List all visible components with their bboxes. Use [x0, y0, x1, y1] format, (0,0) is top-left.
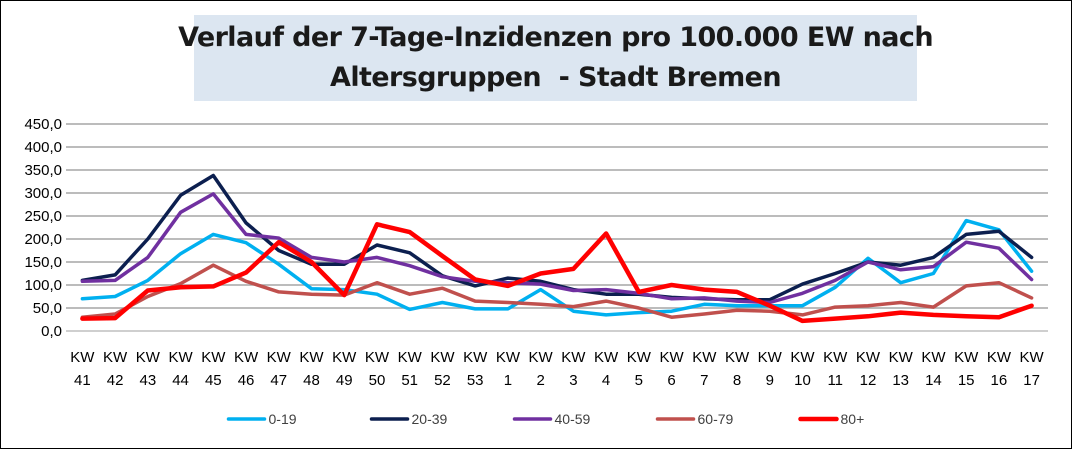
x-tick-label: KW — [659, 349, 684, 366]
legend-label: 20-39 — [412, 411, 448, 427]
x-tick-label: KW — [692, 349, 717, 366]
x-tick-label: 3 — [569, 372, 577, 389]
y-tick-label: 300,0 — [24, 185, 62, 202]
x-tick-label: KW — [594, 349, 619, 366]
x-tick-label: KW — [299, 349, 324, 366]
x-tick-label: KW — [758, 349, 783, 366]
x-tick-label: 48 — [303, 372, 320, 389]
x-tick-label: 52 — [434, 372, 451, 389]
series-line-40-59 — [80, 192, 1034, 305]
x-tick-label: 7 — [700, 372, 708, 389]
y-tick-label: 350,0 — [24, 162, 62, 179]
x-tick-label: KW — [267, 349, 292, 366]
x-tick-label: 10 — [794, 372, 811, 389]
x-tick-label: KW — [921, 349, 946, 366]
x-tick-label: KW — [103, 349, 128, 366]
y-tick-label: 100,0 — [24, 277, 62, 294]
x-tick-label: KW — [201, 349, 226, 366]
x-tick-label: 16 — [991, 372, 1008, 389]
x-tick-label: KW — [856, 349, 881, 366]
x-tick-label: 47 — [270, 372, 287, 389]
series-line-80+ — [80, 222, 1034, 324]
x-tick-label: KW — [234, 349, 259, 366]
x-tick-label: KW — [430, 349, 455, 366]
x-tick-label: 50 — [369, 372, 386, 389]
chart-title: Verlauf der 7-Tage-Inzidenzen pro 100.00… — [178, 15, 934, 101]
x-tick-label: KW — [987, 349, 1012, 366]
x-tick-label: KW — [790, 349, 815, 366]
x-tick-label: KW — [168, 349, 193, 366]
x-tick-label: 14 — [925, 372, 942, 389]
x-tick-label: 49 — [336, 372, 353, 389]
x-tick-label: 17 — [1023, 372, 1040, 389]
x-tick-label: 45 — [205, 372, 222, 389]
y-tick-label: 50,0 — [33, 300, 62, 317]
x-tick-label: KW — [529, 349, 554, 366]
legend: 0-19 20-39 40-59 60-79 80+ — [226, 411, 865, 427]
y-tick-label: 400,0 — [24, 139, 62, 156]
x-tick-label: KW — [823, 349, 848, 366]
x-tick-label: KW — [1020, 349, 1045, 366]
x-tick-label: 42 — [107, 372, 124, 389]
x-tick-label: KW — [136, 349, 161, 366]
x-tick-label: KW — [332, 349, 357, 366]
x-tick-label: 4 — [602, 372, 610, 389]
x-tick-label: KW — [365, 349, 390, 366]
x-tick-label: KW — [954, 349, 979, 366]
x-tick-label: 6 — [667, 372, 675, 389]
x-tick-label: KW — [70, 349, 95, 366]
x-tick-label: 1 — [504, 372, 512, 389]
x-tick-label: 53 — [467, 372, 484, 389]
x-tick-label: KW — [725, 349, 750, 366]
x-tick-label: 46 — [238, 372, 255, 389]
x-tick-label: KW — [561, 349, 586, 366]
x-tick-label: 51 — [401, 372, 418, 389]
x-tick-label: 13 — [892, 372, 909, 389]
y-tick-label: 150,0 — [24, 254, 62, 271]
x-tick-label: 11 — [827, 372, 843, 389]
legend-label: 40-59 — [555, 411, 591, 427]
x-tick-label: 8 — [733, 372, 741, 389]
x-tick-label: 9 — [766, 372, 774, 389]
x-tick-label: 41 — [74, 372, 91, 389]
x-tick-label: KW — [627, 349, 652, 366]
x-tick-label: KW — [496, 349, 521, 366]
x-tick-label: 44 — [172, 372, 189, 389]
y-tick-label: 200,0 — [24, 231, 62, 248]
y-tick-label: 250,0 — [24, 208, 62, 225]
legend-label: 80+ — [841, 411, 865, 427]
x-tick-label: KW — [889, 349, 914, 366]
chart-title-line-2: Altersgruppen - Stadt Bremen — [330, 62, 782, 93]
series-lines — [80, 173, 1034, 324]
y-tick-label: 450,0 — [24, 116, 62, 133]
chart-title-line-1: Verlauf der 7-Tage-Inzidenzen pro 100.00… — [178, 22, 933, 53]
legend-label: 60-79 — [698, 411, 734, 427]
x-tick-label: 15 — [958, 372, 975, 389]
x-tick-label: 5 — [635, 372, 643, 389]
x-axis-ticks: KW41KW42KW43KW44KW45KW46KW47KW48KW49KW50… — [70, 349, 1044, 389]
x-tick-label: 2 — [536, 372, 544, 389]
legend-label: 0-19 — [269, 411, 297, 427]
y-axis-ticks: 0,0 50,0 100,0 150,0 200,0 250,0 300,0 350,0 400… — [24, 116, 62, 340]
y-tick-label: 0,0 — [41, 323, 62, 340]
x-tick-label: KW — [463, 349, 488, 366]
gridlines — [66, 123, 1048, 332]
x-tick-label: 12 — [860, 372, 877, 389]
x-tick-label: 43 — [139, 372, 156, 389]
series-line-60-79 — [80, 263, 1034, 319]
x-tick-label: KW — [398, 349, 423, 366]
